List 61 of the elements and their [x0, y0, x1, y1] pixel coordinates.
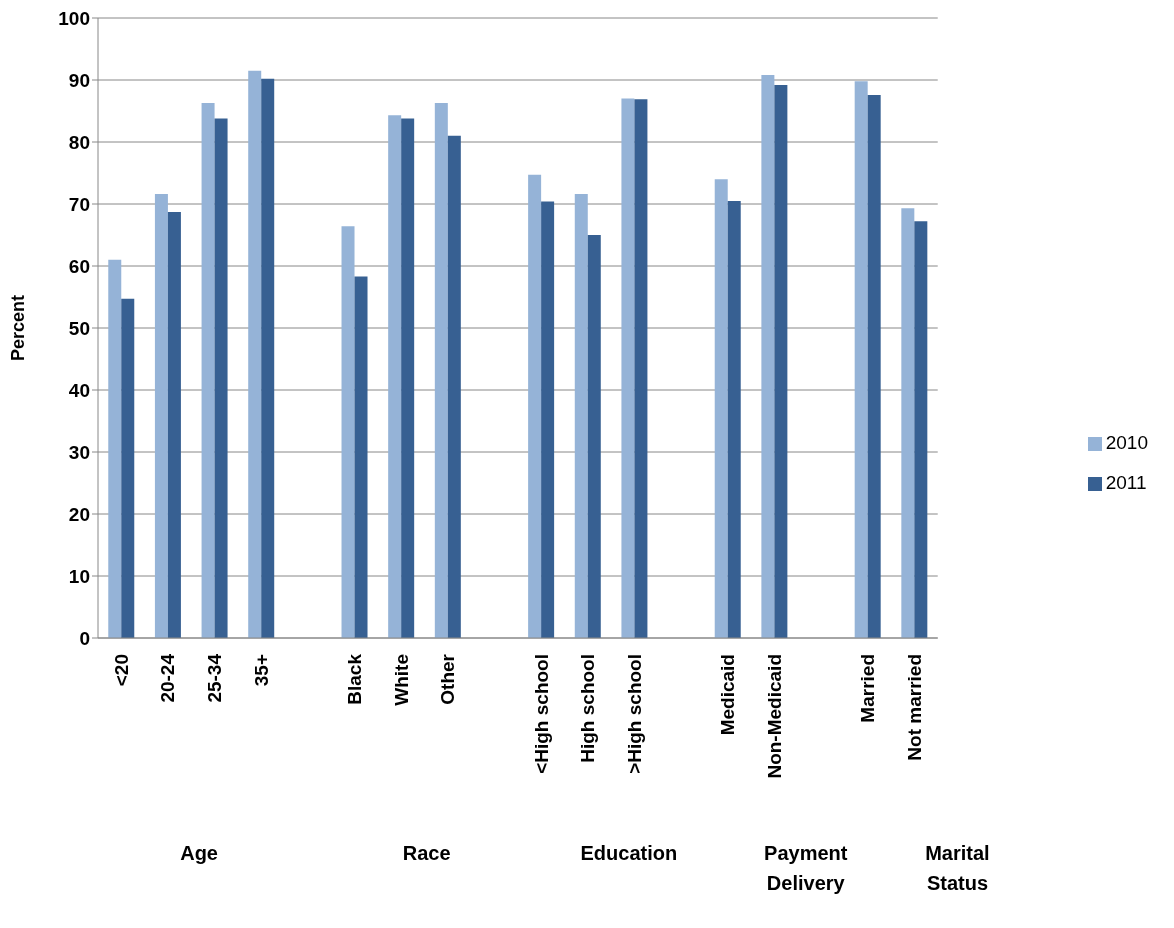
x-tick-label: Married	[857, 654, 879, 723]
bar	[774, 84, 788, 638]
bar	[574, 194, 588, 638]
text: Age	[179, 841, 219, 866]
x-tick-label: 35+	[250, 654, 272, 687]
y-tick-label: 30	[68, 441, 90, 463]
legend-label: 2010	[1105, 432, 1148, 453]
x-tick-label: 20-24	[157, 653, 179, 703]
text: Marital Status	[924, 841, 991, 896]
bar	[621, 98, 635, 638]
bar	[154, 194, 168, 638]
bar	[261, 78, 275, 638]
bar	[761, 75, 775, 638]
x-tick-label: Medicaid	[717, 654, 739, 736]
bar	[854, 81, 868, 638]
y-tick-label: 40	[68, 379, 90, 401]
bar	[401, 118, 415, 638]
bar	[167, 212, 181, 638]
x-tick-label: 25-34	[204, 653, 226, 703]
bar	[248, 70, 262, 638]
y-tick-label: 80	[68, 131, 90, 153]
x-tick-label: <20	[110, 654, 132, 687]
x-tick-label: White	[390, 654, 412, 706]
bar	[434, 102, 448, 638]
bar	[354, 276, 368, 638]
y-tick-label: 0	[79, 627, 90, 649]
bar	[914, 221, 928, 638]
x-tick-label: >High school	[623, 654, 645, 774]
x-tick-label: Other	[437, 653, 459, 705]
bar	[634, 99, 648, 638]
x-tick-label: <High school	[530, 654, 552, 774]
y-tick-label: 20	[68, 503, 90, 525]
x-tick-label: Non-Medicaid	[763, 654, 785, 779]
text: Race	[401, 841, 452, 866]
text: Education	[579, 841, 679, 866]
bar	[341, 226, 355, 638]
bar	[901, 208, 915, 638]
bar	[388, 115, 402, 638]
bar	[541, 201, 555, 638]
y-axis-title: Percent	[8, 294, 29, 362]
bar	[121, 298, 135, 638]
bar	[727, 200, 741, 638]
x-tick-label: Not married	[903, 654, 925, 761]
y-tick-label: 70	[68, 193, 90, 215]
bar	[447, 135, 461, 638]
y-tick-label: 90	[68, 69, 90, 91]
bar	[201, 102, 215, 638]
text: Payment Delivery	[763, 841, 849, 896]
x-tick-label: Black	[344, 653, 366, 705]
bar	[714, 179, 728, 638]
y-tick-label: 10	[68, 565, 90, 587]
y-tick-label: 50	[68, 317, 90, 339]
y-tick-label: 60	[68, 255, 90, 277]
legend-label: 2011	[1105, 472, 1147, 493]
bar	[528, 174, 542, 638]
bar	[108, 259, 122, 638]
bar	[214, 118, 228, 638]
y-tick-label: 100	[58, 7, 90, 29]
bar	[587, 235, 601, 638]
x-tick-label: High school	[577, 654, 599, 763]
bar	[867, 94, 881, 638]
